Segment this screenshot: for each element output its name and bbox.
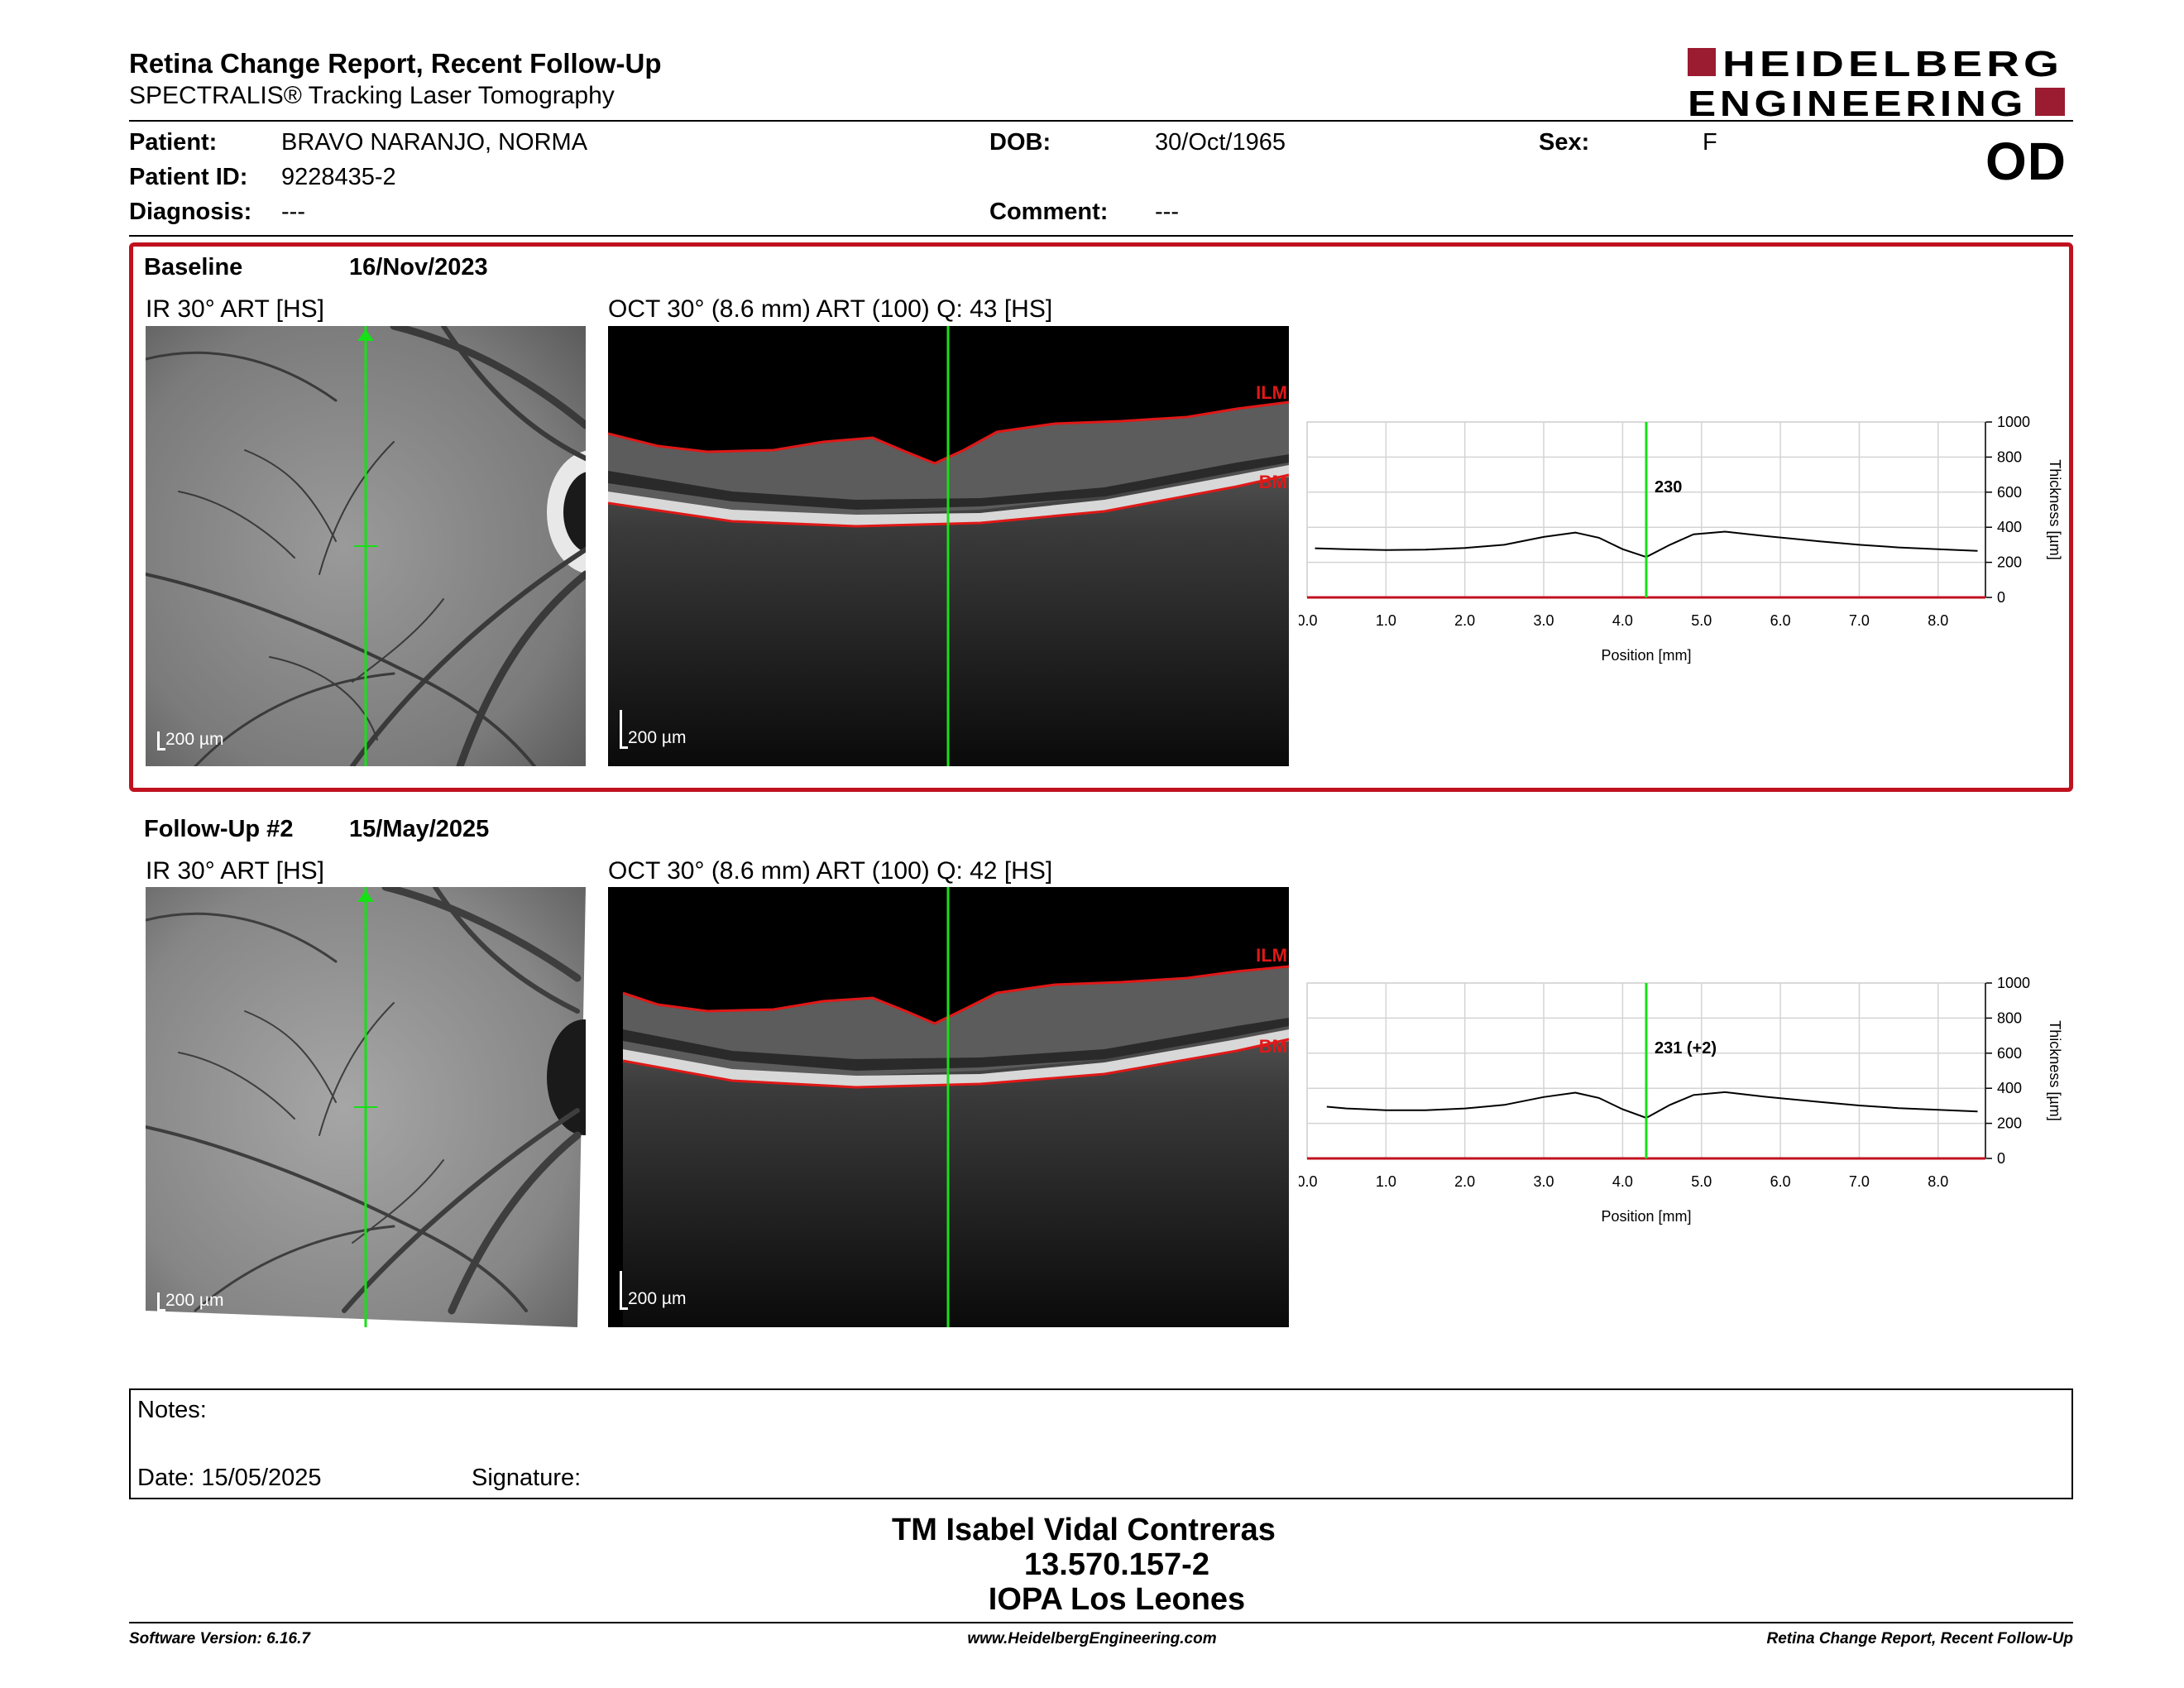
baseline-ir-fundus-image: 200 µm	[146, 326, 586, 766]
marker-value-label: 231 (+2)	[1655, 1039, 1717, 1057]
signer-id: 13.570.157-2	[1024, 1547, 1209, 1582]
notes-box: Notes: Date: 15/05/2025 Signature:	[129, 1388, 2073, 1499]
followup-oct-title: OCT 30° (8.6 mm) ART (100) Q: 42 [HS]	[608, 857, 1053, 885]
baseline-panel	[129, 242, 2073, 792]
dob-value: 30/Oct/1965	[1155, 129, 1286, 156]
y-tick-label: 200	[1997, 1115, 2022, 1132]
x-tick-label: 0.0	[1299, 612, 1318, 629]
y-tick-label: 600	[1997, 484, 2022, 501]
sex-label: Sex:	[1539, 129, 1590, 156]
patient-id: 9228435-2	[281, 164, 396, 190]
followup-oct-scale: 200 µm	[628, 1289, 687, 1308]
followup-ir-fundus-image: 200 µm	[146, 887, 586, 1327]
y-axis-label: Thickness [µm]	[2047, 459, 2063, 559]
signer-institution: IOPA Los Leones	[988, 1582, 1246, 1617]
footer-software-version: Software Version: 6.16.7	[129, 1630, 310, 1647]
followup-label: Follow-Up #2	[144, 816, 294, 842]
followup-bm-label: BM	[1258, 1036, 1287, 1057]
x-tick-label: 1.0	[1376, 612, 1396, 629]
baseline-date: 16/Nov/2023	[349, 254, 488, 281]
y-tick-label: 0	[1997, 1150, 2005, 1167]
y-tick-label: 400	[1997, 519, 2022, 535]
sex-value: F	[1703, 129, 1717, 156]
x-tick-label: 8.0	[1928, 612, 1948, 629]
x-tick-label: 0.0	[1299, 1173, 1318, 1190]
footer-website: www.HeidelbergEngineering.com	[967, 1630, 1217, 1647]
x-axis-label: Position [mm]	[1601, 647, 1691, 664]
diagnosis-label: Diagnosis:	[129, 199, 252, 225]
baseline-thickness-chart: 0.0 1.0 2.0 3.0 4.0 5.0 6.0 7.0 8.0 0 200 400 600 800…	[1299, 414, 2063, 664]
y-tick-label: 1000	[1997, 414, 2030, 430]
followup-date: 15/May/2025	[349, 816, 490, 842]
x-tick-label: 5.0	[1691, 612, 1712, 629]
eye-label: OD	[1985, 132, 2067, 191]
comment-value: ---	[1155, 199, 1179, 225]
x-tick-label: 1.0	[1376, 1173, 1396, 1190]
baseline-oct-title: OCT 30° (8.6 mm) ART (100) Q: 43 [HS]	[608, 295, 1053, 323]
baseline-ir-title: IR 30° ART [HS]	[146, 295, 324, 323]
notes-label: Notes:	[137, 1397, 207, 1423]
signer-name: TM Isabel Vidal Contreras	[892, 1513, 1276, 1547]
baseline-oct-scale: 200 µm	[628, 728, 687, 747]
followup-thickness-chart: 0.0 1.0 2.0 3.0 4.0 5.0 6.0 7.0 8.0 0 200 400 600 800…	[1299, 975, 2063, 1225]
marker-value-label: 230	[1655, 478, 1682, 496]
patient-id-label: Patient ID:	[129, 164, 248, 190]
report-subtitle: SPECTRALIS® Tracking Laser Tomography	[129, 82, 615, 109]
heidelberg-logo: HEIDELBERG ENGINEERING	[1688, 46, 2065, 119]
y-tick-label: 200	[1997, 554, 2022, 571]
x-tick-label: 5.0	[1691, 1173, 1712, 1190]
y-tick-label: 800	[1997, 448, 2022, 465]
dob-label: DOB:	[989, 129, 1051, 156]
y-axis-label: Thickness [µm]	[2047, 1020, 2063, 1120]
y-tick-label: 800	[1997, 1009, 2022, 1026]
x-tick-label: 4.0	[1612, 1173, 1633, 1190]
x-tick-label: 4.0	[1612, 612, 1633, 629]
x-tick-label: 6.0	[1770, 1173, 1791, 1190]
baseline-label: Baseline	[144, 254, 243, 281]
x-tick-label: 3.0	[1534, 612, 1554, 629]
y-tick-label: 400	[1997, 1080, 2022, 1096]
x-tick-label: 8.0	[1928, 1173, 1948, 1190]
x-tick-label: 7.0	[1849, 612, 1870, 629]
x-tick-label: 7.0	[1849, 1173, 1870, 1190]
baseline-ir-scale: 200 µm	[165, 730, 224, 749]
x-axis-label: Position [mm]	[1601, 1208, 1691, 1225]
baseline-ilm-label: ILM	[1256, 382, 1287, 403]
footer-report-name: Retina Change Report, Recent Follow-Up	[1766, 1630, 2073, 1647]
y-tick-label: 0	[1997, 589, 2005, 606]
y-tick-label: 1000	[1997, 975, 2030, 991]
followup-ilm-label: ILM	[1256, 945, 1287, 966]
baseline-oct-bscan-image: ILM BM 200 µm	[608, 326, 1289, 766]
followup-ir-title: IR 30° ART [HS]	[146, 857, 324, 885]
signature-label: Signature:	[472, 1465, 582, 1491]
x-tick-label: 6.0	[1770, 612, 1791, 629]
comment-label: Comment:	[989, 199, 1109, 225]
thickness-line	[1315, 530, 1978, 559]
baseline-bm-label: BM	[1258, 472, 1287, 492]
logo-line2: ENGINEERING	[1688, 84, 2027, 119]
logo-line1: HEIDELBERG	[1722, 46, 2063, 84]
thickness-line	[1326, 1091, 1978, 1120]
followup-ir-scale: 200 µm	[165, 1291, 224, 1310]
y-tick-label: 600	[1997, 1045, 2022, 1062]
x-tick-label: 3.0	[1534, 1173, 1554, 1190]
patient-name-label: Patient:	[129, 129, 218, 156]
x-tick-label: 2.0	[1454, 1173, 1475, 1190]
patient-name: BRAVO NARANJO, NORMA	[281, 129, 588, 156]
notes-date: Date: 15/05/2025	[137, 1465, 322, 1491]
report-title: Retina Change Report, Recent Follow-Up	[129, 48, 662, 79]
diagnosis-value: ---	[281, 199, 305, 225]
followup-oct-bscan-image: ILM BM 200 µm	[608, 887, 1289, 1327]
x-tick-label: 2.0	[1454, 612, 1475, 629]
